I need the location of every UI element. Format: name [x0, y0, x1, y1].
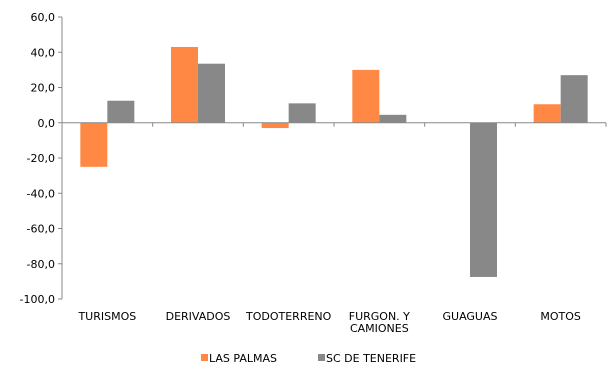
bar-sc-de-tenerife	[107, 100, 135, 123]
x-tick-label: TURISMOS	[77, 310, 136, 323]
x-tick-label: FURGON. Y	[349, 310, 410, 323]
bar-sc-de-tenerife	[288, 103, 316, 123]
y-tick-label: -40,0	[27, 187, 55, 200]
legend-swatch	[318, 354, 325, 361]
legend: LAS PALMAS SC DE TENERIFE	[201, 352, 416, 365]
bar-las-palmas	[171, 46, 198, 123]
legend-label: SC DE TENERIFE	[326, 352, 416, 365]
x-tick-label: GUAGUAS	[443, 310, 498, 323]
bars	[80, 46, 588, 277]
bar-las-palmas	[261, 122, 289, 129]
y-tick-label: -20,0	[27, 152, 55, 165]
y-tick-label: -80,0	[27, 258, 55, 271]
bar-las-palmas	[533, 104, 561, 123]
x-tick-label: TODOTERRENO	[245, 310, 332, 323]
y-tick-label: 60,0	[31, 11, 56, 24]
bar-sc-de-tenerife	[198, 63, 225, 123]
y-tick-label: -100,0	[20, 293, 55, 306]
bar-sc-de-tenerife	[470, 122, 497, 277]
bar-las-palmas	[352, 69, 380, 123]
bar-sc-de-tenerife	[379, 114, 407, 123]
x-tick-label: CAMIONES	[350, 322, 409, 335]
y-tick-label: -60,0	[27, 223, 55, 236]
x-tick-label: MOTOS	[540, 310, 581, 323]
y-tick-label: 40,0	[31, 46, 56, 59]
legend-label: LAS PALMAS	[209, 352, 277, 365]
y-tick-label: 20,0	[31, 82, 56, 95]
y-tick-label: 0,0	[38, 117, 56, 130]
bar-sc-de-tenerife	[560, 75, 588, 123]
legend-swatch	[201, 354, 208, 361]
x-tick-label: DERIVADOS	[166, 310, 231, 323]
y-axis: 60,0 40,0 20,0 0,0 -20,0 -40,0 -60,0 -80,0 -100,…	[20, 11, 63, 306]
x-axis: TURISMOS DERIVADOS TODOTERRENO FURGON. YCAM…	[61, 122, 607, 335]
bar-las-palmas	[80, 122, 108, 167]
